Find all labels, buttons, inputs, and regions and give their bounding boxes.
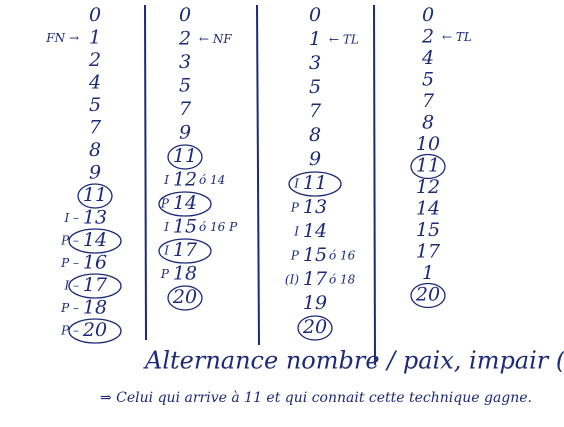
number: 11 xyxy=(173,145,197,167)
annotation: P xyxy=(290,201,300,215)
annotation: P xyxy=(160,197,170,211)
annotation: P xyxy=(160,267,170,281)
number: 5 xyxy=(422,69,434,91)
number: 3 xyxy=(309,52,321,74)
number: 2 xyxy=(421,26,434,48)
annotation: (I) xyxy=(285,273,299,287)
number: 12 xyxy=(173,169,197,191)
number: 4 xyxy=(88,72,101,94)
number: 20 xyxy=(415,284,440,306)
number: 17 xyxy=(173,239,198,261)
number: 17 xyxy=(83,274,108,296)
conclusion: Alternance nombre / paix, impair (résult… xyxy=(143,347,564,375)
number: 15 xyxy=(303,244,327,266)
number: 8 xyxy=(422,112,434,134)
number: 9 xyxy=(179,122,191,144)
number: 18 xyxy=(173,263,197,285)
circle-mark xyxy=(410,282,446,309)
circle-mark xyxy=(77,183,113,209)
number: 15 xyxy=(173,216,197,238)
number: 7 xyxy=(309,100,322,122)
annotation: I xyxy=(163,173,169,187)
number: 5 xyxy=(179,75,191,97)
number: 19 xyxy=(303,292,327,314)
number: 20 xyxy=(172,286,197,308)
number: 5 xyxy=(309,76,321,98)
column-divider xyxy=(373,4,376,366)
number: 13 xyxy=(83,207,107,229)
number: 16 xyxy=(83,252,107,274)
circle-mark xyxy=(68,228,122,254)
number: 14 xyxy=(173,192,197,214)
annotation: ← TL xyxy=(442,30,472,44)
number: 1 xyxy=(309,28,321,50)
circle-mark xyxy=(167,285,203,311)
annotation: I xyxy=(163,244,169,258)
number: 14 xyxy=(83,229,107,251)
number: 11 xyxy=(83,184,107,206)
number: 0 xyxy=(422,4,434,26)
number: 13 xyxy=(303,196,327,218)
column-divider xyxy=(256,4,260,346)
number: 11 xyxy=(416,155,440,177)
annotation: I – xyxy=(63,279,79,293)
annotation: P – xyxy=(60,301,79,315)
annotation: ← TL xyxy=(329,33,359,47)
annotation: ó 16 P xyxy=(199,220,238,234)
annotation: P xyxy=(290,249,300,263)
number: 14 xyxy=(416,198,440,220)
number: 5 xyxy=(89,94,101,116)
number: 3 xyxy=(179,51,191,73)
number: 7 xyxy=(422,90,435,112)
number: 17 xyxy=(416,241,441,263)
number: 7 xyxy=(89,117,102,139)
number: 8 xyxy=(309,124,321,146)
circle-mark xyxy=(167,144,203,170)
annotation: FN → xyxy=(45,31,79,45)
circle-mark xyxy=(297,315,333,341)
annotation: I xyxy=(293,177,299,191)
number: 0 xyxy=(179,4,191,26)
number: 9 xyxy=(309,148,321,170)
circle-mark xyxy=(68,273,122,299)
number: 10 xyxy=(416,133,440,155)
number: 20 xyxy=(302,316,327,338)
number: 18 xyxy=(83,297,107,319)
number: 0 xyxy=(89,4,101,26)
number: 17 xyxy=(303,268,328,290)
circle-mark xyxy=(410,153,446,180)
number: 2 xyxy=(88,49,101,71)
circle-mark xyxy=(158,191,212,217)
number: 0 xyxy=(309,4,321,26)
rule: ⇒ Celui qui arrive à 11 et qui connait c… xyxy=(100,390,532,406)
circle-mark xyxy=(158,238,212,264)
number: 20 xyxy=(82,319,107,341)
number: 15 xyxy=(416,219,440,241)
number: 8 xyxy=(89,139,101,161)
annotation: P – xyxy=(60,256,79,270)
annotation: ← NF xyxy=(199,32,232,46)
annotation: I xyxy=(293,225,299,239)
annotation: I – xyxy=(63,211,79,225)
number: 12 xyxy=(416,176,440,198)
annotation: I xyxy=(163,220,169,234)
number: 7 xyxy=(179,98,192,120)
circle-mark xyxy=(68,318,122,344)
number: 1 xyxy=(89,27,101,49)
number: 9 xyxy=(89,162,101,184)
annotation: ó 18 xyxy=(329,273,356,287)
number: 1 xyxy=(422,262,434,284)
annotation: ó 14 xyxy=(199,173,225,187)
number: 4 xyxy=(421,47,434,69)
number: 2 xyxy=(178,28,191,50)
number: 11 xyxy=(303,172,327,194)
circle-mark xyxy=(288,171,342,197)
number: 14 xyxy=(303,220,327,242)
column-divider xyxy=(144,4,147,341)
annotation: ó 16 xyxy=(329,249,356,263)
